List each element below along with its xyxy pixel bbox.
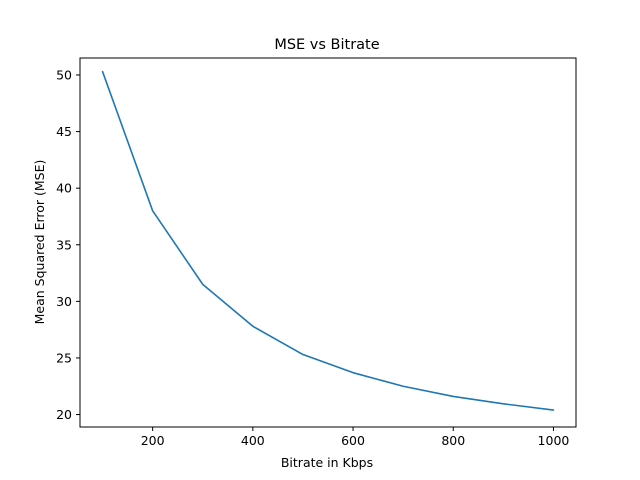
x-axis-ticks: 200 400 600 800 1000 <box>141 427 570 448</box>
series-layer <box>101 70 555 411</box>
x-tick-label: 200 <box>141 433 165 448</box>
y-tick-label: 45 <box>56 124 72 139</box>
plot-area <box>79 57 577 428</box>
x-tick-label: 400 <box>241 433 265 448</box>
x-axis-label: Bitrate in Kbps <box>281 455 373 470</box>
y-tick-label: 25 <box>56 350 72 365</box>
series-line-0 <box>101 70 555 411</box>
y-axis-label: Mean Squared Error (MSE) <box>32 160 47 325</box>
y-tick-label: 40 <box>56 181 72 196</box>
plot-frame <box>79 57 577 428</box>
y-tick-label: 30 <box>56 294 72 309</box>
x-tick-label: 800 <box>441 433 465 448</box>
y-tick-label: 50 <box>56 67 72 82</box>
x-tick-label: 600 <box>341 433 365 448</box>
y-axis-ticks: 20 25 30 35 40 45 50 <box>56 67 80 422</box>
chart-title: MSE vs Bitrate <box>274 37 379 53</box>
y-tick-label: 35 <box>56 237 72 252</box>
y-tick-label: 20 <box>56 407 72 422</box>
x-tick-label: 1000 <box>538 433 570 448</box>
